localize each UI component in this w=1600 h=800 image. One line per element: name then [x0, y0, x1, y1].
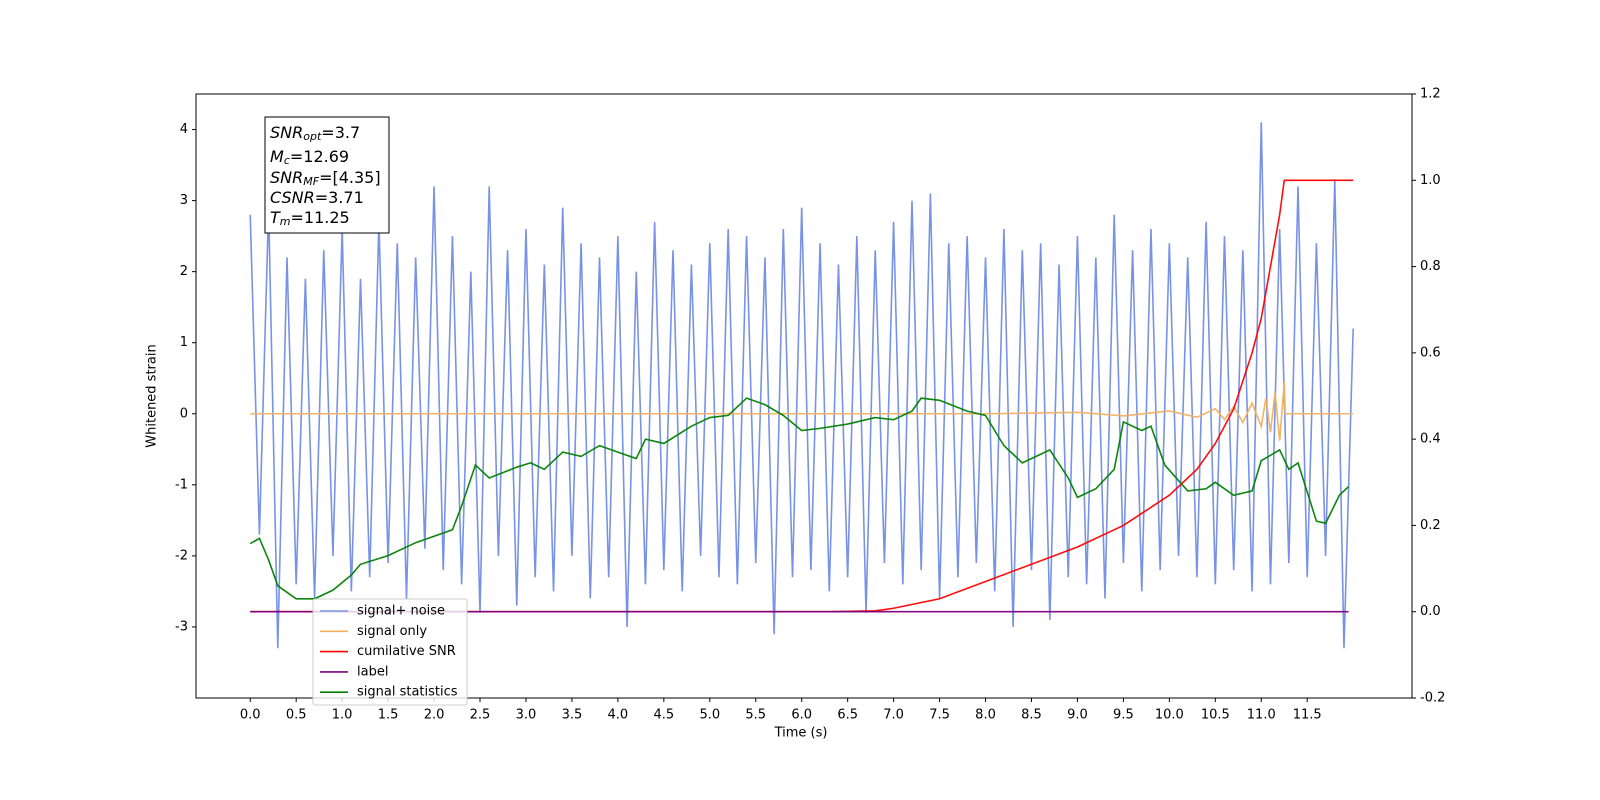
series-line — [249, 122, 1354, 649]
series-line — [250, 179, 1354, 613]
y2-tick-label: 0.8 — [1420, 259, 1441, 274]
annotation-name: SNR — [270, 168, 303, 187]
annotation: CSNR=3.71 — [270, 188, 364, 207]
annotation-name: T — [270, 208, 281, 227]
y2-tick-label: 0.2 — [1420, 518, 1441, 533]
x-tick-label: 2.5 — [470, 708, 491, 723]
y2-tick-label: -0.2 — [1420, 691, 1445, 706]
annotation-value: =[4.35] — [319, 168, 381, 187]
x-tick-label: 9.0 — [1067, 708, 1088, 723]
legend-label: signal statistics — [357, 685, 458, 700]
x-tick-label: 8.0 — [975, 708, 996, 723]
x-tick-label: 7.5 — [929, 708, 950, 723]
annotation-value: =3.71 — [315, 188, 364, 207]
x-tick-label: 6.0 — [791, 708, 812, 723]
annotation-subscript: c — [284, 154, 290, 167]
annotation: SNRopt=3.7 — [270, 123, 360, 144]
x-tick-label: 10.5 — [1201, 708, 1230, 723]
legend-label: cumilative SNR — [357, 644, 456, 659]
y-axis-label: Whitened strain — [145, 344, 160, 447]
x-tick-label: 0.0 — [240, 708, 261, 723]
annotation-subscript: opt — [303, 130, 322, 143]
y-tick-label: 1 — [180, 335, 188, 350]
y2-tick-label: 0.4 — [1420, 432, 1441, 447]
legend-label: signal only — [357, 624, 427, 639]
x-tick-label: 2.0 — [424, 708, 445, 723]
y-tick-label: 4 — [180, 122, 188, 137]
y2-tick-label: 0.0 — [1420, 604, 1441, 619]
x-tick-label: 1.0 — [332, 708, 353, 723]
y2-tick-label: 1.0 — [1420, 173, 1441, 188]
legend-label: label — [357, 664, 388, 679]
x-axis-label: Time (s) — [774, 726, 828, 741]
x-tick-label: 4.5 — [653, 708, 674, 723]
y2-tick-label: 0.6 — [1420, 345, 1441, 360]
annotation-subscript: MF — [303, 175, 319, 188]
y-tick-label: -1 — [175, 477, 188, 492]
annotation-value: =3.7 — [321, 123, 360, 142]
y-tick-label: 3 — [180, 193, 188, 208]
x-tick-label: 8.5 — [1021, 708, 1042, 723]
y-tick-label: 2 — [180, 264, 188, 279]
x-tick-label: 7.0 — [883, 708, 904, 723]
x-tick-label: 11.5 — [1293, 708, 1322, 723]
x-tick-label: 10.0 — [1155, 708, 1184, 723]
x-tick-label: 3.0 — [516, 708, 537, 723]
x-tick-label: 5.5 — [745, 708, 766, 723]
annotation-name: SNR — [270, 123, 303, 142]
series-line — [250, 381, 1354, 441]
annotation-box — [264, 116, 390, 234]
annotation: Mc=12.69 — [270, 147, 349, 168]
x-tick-label: 3.5 — [562, 708, 583, 723]
legend-box — [312, 598, 468, 706]
annotation-name: M — [270, 147, 284, 166]
annotation-subscript: m — [280, 215, 291, 228]
plot-frame — [195, 93, 1413, 699]
x-tick-label: 5.0 — [699, 708, 720, 723]
annotation: Tm=11.25 — [270, 208, 350, 229]
series-line — [249, 397, 1350, 600]
y-tick-label: -2 — [175, 548, 188, 563]
x-tick-label: 6.5 — [837, 708, 858, 723]
x-tick-label: 4.0 — [608, 708, 629, 723]
y-tick-label: -3 — [175, 619, 188, 634]
legend-label: signal+ noise — [357, 604, 445, 619]
x-tick-label: 11.0 — [1247, 708, 1276, 723]
y-tick-label: 0 — [180, 406, 188, 421]
annotation-value: =12.69 — [290, 147, 349, 166]
annotation-name: CSNR — [270, 188, 315, 207]
y2-tick-label: 1.2 — [1420, 87, 1441, 102]
annotation: SNRMF=[4.35] — [270, 168, 381, 189]
annotation-value: =11.25 — [291, 208, 350, 227]
x-tick-label: 1.5 — [378, 708, 399, 723]
x-tick-label: 0.5 — [286, 708, 307, 723]
x-tick-label: 9.5 — [1113, 708, 1134, 723]
